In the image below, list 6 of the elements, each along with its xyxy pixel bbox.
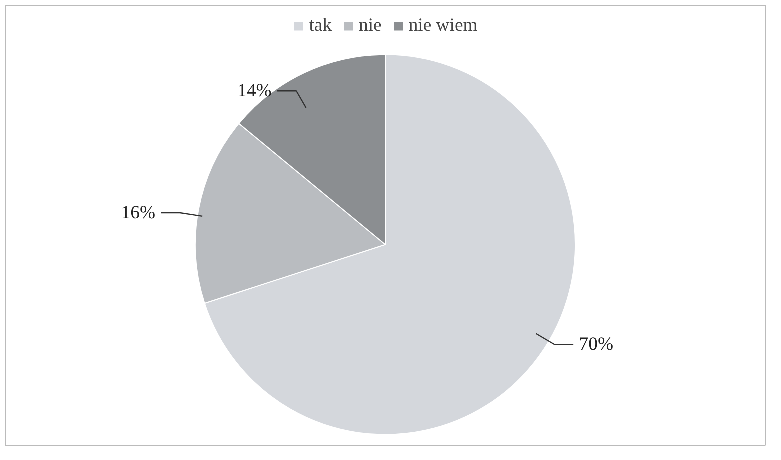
legend-label: nie <box>359 15 382 37</box>
legend-label: tak <box>309 15 332 37</box>
legend-label: nie wiem <box>408 15 478 37</box>
data-label: 16% <box>121 202 156 224</box>
data-label: 70% <box>579 334 614 356</box>
data-label: 14% <box>238 80 272 102</box>
